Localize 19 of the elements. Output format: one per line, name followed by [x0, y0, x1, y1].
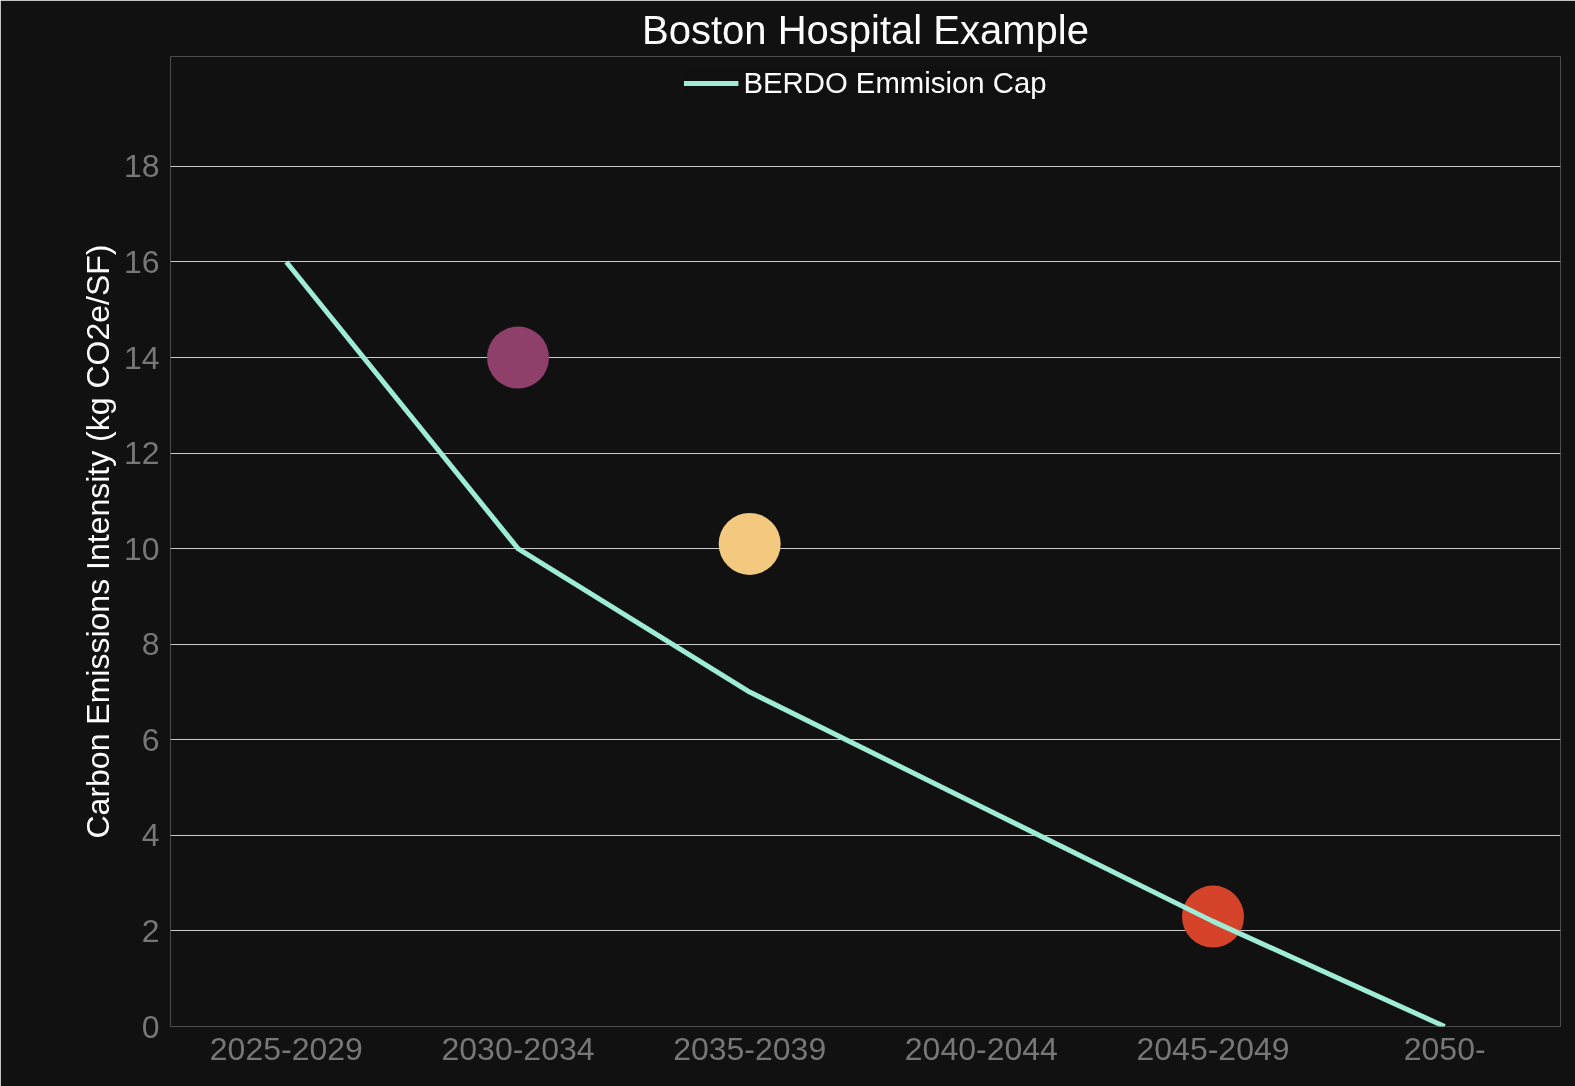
- y-tick-label: 14: [123, 339, 160, 376]
- x-tick-label: 2035-2039: [673, 1030, 827, 1067]
- y-tick-label: 4: [141, 817, 160, 854]
- y-axis-title: Carbon Emissions Intensity (kg CO2e/SF): [79, 244, 116, 839]
- x-tick-label: 2050-: [1403, 1030, 1486, 1067]
- chart-title: Boston Hospital Example: [642, 7, 1089, 52]
- y-tick-label: 8: [141, 626, 160, 663]
- x-tick-label: 2030-2034: [441, 1030, 595, 1067]
- y-tick-label: 2: [141, 912, 160, 949]
- x-tick-label: 2025-2029: [209, 1030, 363, 1067]
- y-tick-label: 10: [123, 530, 160, 567]
- y-tick-label: 12: [123, 435, 160, 472]
- legend-label: BERDO Emmision Cap: [743, 66, 1047, 100]
- y-tick-label: 0: [141, 1008, 160, 1045]
- x-tick-label: 2045-2049: [1136, 1030, 1290, 1067]
- y-tick-label: 18: [123, 148, 160, 185]
- x-tick-label: 2040-2044: [904, 1030, 1058, 1067]
- y-tick-label: 16: [123, 243, 160, 280]
- y-tick-label: 6: [141, 721, 160, 758]
